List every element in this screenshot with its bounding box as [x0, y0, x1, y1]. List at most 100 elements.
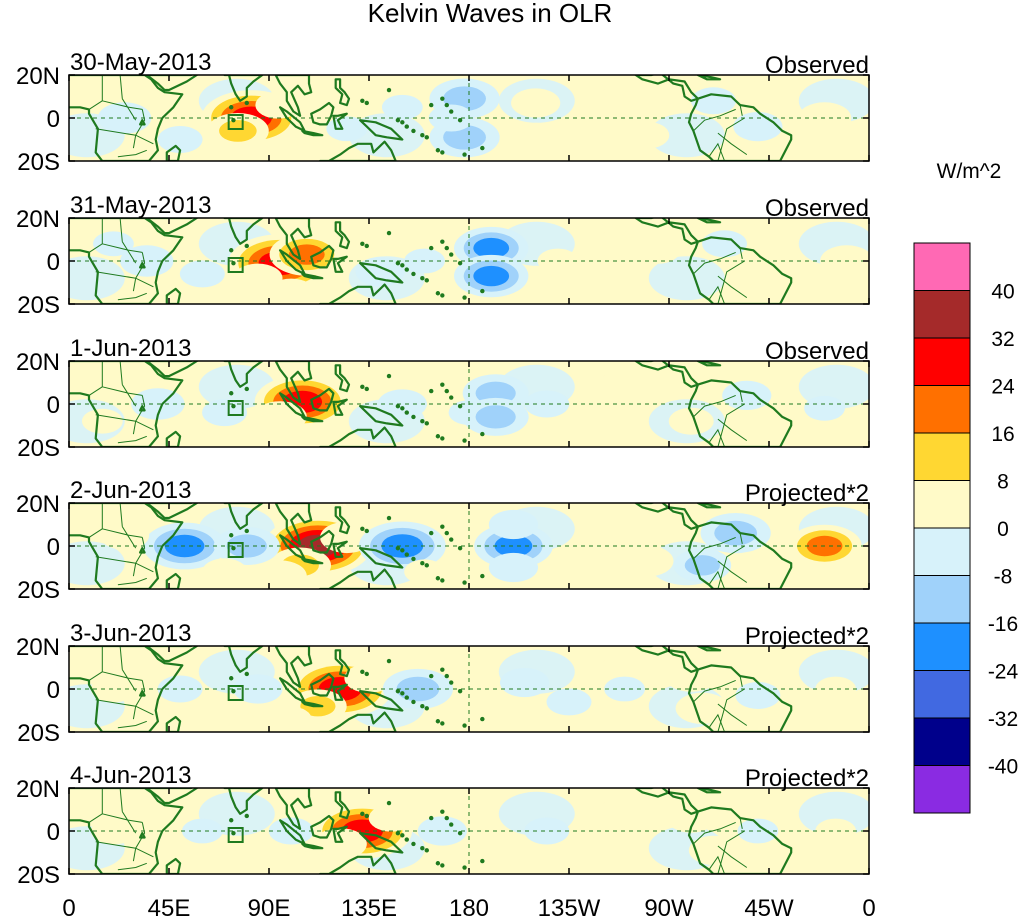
latitude-label: 20N	[16, 349, 60, 376]
islands	[229, 800, 485, 870]
anomaly-cell	[804, 395, 845, 421]
olr-anomaly-field	[69, 364, 869, 444]
longitude-label: 180	[449, 895, 489, 920]
latitude-label: 20S	[17, 862, 60, 889]
latitude-label: 20N	[16, 206, 60, 233]
anomaly-cell	[548, 399, 625, 444]
colorbar-tick-label: -16	[988, 613, 1018, 636]
country-borders	[69, 788, 748, 874]
anomaly-cell	[377, 389, 427, 419]
anomaly-cell	[93, 231, 134, 257]
colorbar-swatch	[913, 385, 971, 434]
colorbar-tick-label: -8	[994, 566, 1013, 589]
colorbar-swatch	[913, 717, 971, 766]
anomaly-cell	[475, 405, 516, 429]
longitude-label: 0	[862, 895, 875, 920]
anomaly-cell	[586, 513, 641, 545]
anomaly-cell	[202, 558, 248, 586]
anomaly-cell	[722, 380, 772, 410]
anomaly-cell	[417, 816, 467, 846]
panel-status: Projected*2	[745, 765, 869, 792]
latitude-label: 0	[47, 677, 60, 704]
anomaly-cell	[668, 407, 714, 435]
anomaly-cell	[473, 265, 510, 287]
longitude-label: 135W	[538, 895, 601, 920]
reference-box	[227, 685, 244, 701]
anomaly-cell	[326, 116, 368, 142]
map-panel: 20N 0 20S 3-Jun-2013 Projected*2	[16, 620, 870, 747]
anomaly-cell	[511, 88, 561, 118]
anomaly-cell	[598, 791, 675, 836]
anomaly-cell	[548, 826, 625, 871]
reference-box	[227, 827, 244, 843]
anomaly-cell	[202, 399, 248, 427]
colorbar-swatch	[913, 290, 971, 339]
country-borders	[69, 361, 748, 447]
longitude-label: 135E	[341, 895, 397, 920]
anomaly-cell	[97, 102, 152, 134]
anomaly-cell	[675, 692, 730, 725]
latitude-label: 0	[47, 392, 60, 419]
anomaly-cell	[381, 534, 424, 558]
anomaly-cell	[233, 263, 283, 293]
colorbar-tick-label: 24	[991, 376, 1015, 399]
islands	[229, 87, 485, 157]
map-panel: 20N 0 20S 1-Jun-2013 Observed	[16, 335, 870, 462]
anomaly-cell	[448, 684, 525, 729]
anomaly-cell	[348, 113, 425, 158]
latitude-label: 20N	[16, 491, 60, 518]
islands	[229, 373, 485, 443]
anomaly-cell	[266, 278, 316, 304]
olr-anomaly-field	[69, 791, 869, 871]
colorbar-tick-label: -32	[988, 708, 1018, 731]
anomaly-cell	[524, 390, 570, 418]
coastlines	[69, 218, 793, 304]
longitude-label: 90E	[248, 895, 291, 920]
coastlines	[69, 361, 793, 447]
map-panel: 20N 0 20S 2-Jun-2013 Projected*2	[16, 477, 870, 604]
anomaly-cell	[473, 237, 510, 259]
longitude-label: 45E	[148, 895, 191, 920]
anomaly-cell	[620, 545, 674, 577]
anomaly-cell	[279, 134, 325, 161]
reference-box	[227, 542, 244, 558]
colorbar-swatch	[913, 670, 971, 719]
anomaly-cell	[148, 840, 190, 865]
colorbar-swatch	[913, 765, 971, 814]
colorbar-tick-label: -40	[988, 756, 1018, 779]
panel-date: 1-Jun-2013	[70, 335, 191, 362]
anomaly-cell	[684, 555, 720, 576]
coastlines	[69, 788, 793, 874]
latitude-label: 20S	[17, 149, 60, 176]
anomaly-cell	[179, 260, 225, 288]
anomaly-cell	[181, 818, 223, 844]
anomaly-cell	[253, 560, 307, 589]
colorbar-swatch	[913, 622, 971, 671]
colorbar-swatch	[913, 337, 971, 386]
latitude-label: 20N	[16, 63, 60, 90]
anomaly-cell	[90, 817, 136, 845]
anomaly-cell	[344, 663, 394, 693]
anomaly-cell	[157, 126, 203, 153]
panel-date: 4-Jun-2013	[70, 762, 191, 789]
panel-status: Observed	[765, 338, 869, 365]
longitude-label: 90W	[644, 895, 694, 920]
anomaly-cell	[648, 113, 725, 158]
coastlines	[69, 646, 793, 732]
colorbar-unit: W/m^2	[937, 160, 1002, 183]
colorbar-tick-label: 32	[991, 328, 1014, 351]
latitude-label: 20S	[17, 577, 60, 604]
country-borders	[69, 646, 748, 732]
latitude-label: 20N	[16, 634, 60, 661]
panel-status: Observed	[765, 52, 869, 79]
latitude-label: 20S	[17, 292, 60, 319]
anomaly-cell	[270, 706, 312, 732]
map-panels: 20N 0 20S 30-May-2013 Observed 20N 0 20S 31-May-…	[16, 49, 870, 889]
anomaly-cell	[255, 91, 301, 119]
anomaly-cell	[602, 83, 648, 110]
anomaly-cell	[635, 236, 681, 264]
colorbar-swatch	[913, 480, 971, 529]
anomaly-cell	[546, 688, 592, 716]
anomaly-cell	[488, 509, 539, 540]
colorbar-tick-label: 40	[991, 281, 1014, 304]
